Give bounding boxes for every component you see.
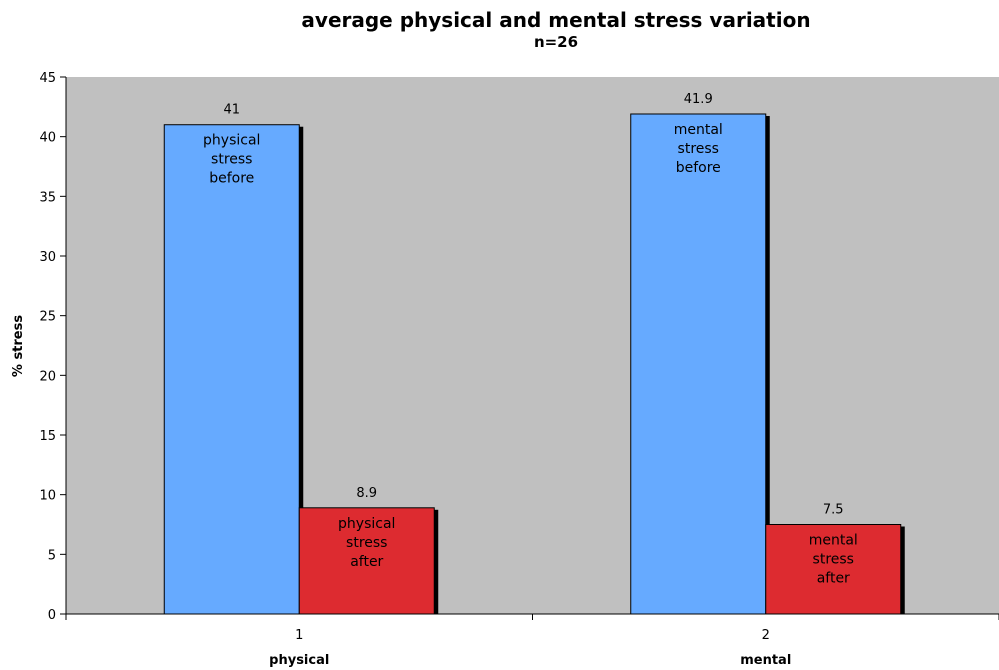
bar — [163, 124, 300, 615]
bar-inner-label: stress — [211, 152, 252, 168]
bar-inner-label: stress — [346, 535, 387, 551]
data-label: 7.5 — [823, 503, 844, 518]
bar-inner-label: after — [817, 571, 850, 587]
bar-inner-label: physical — [203, 133, 260, 149]
bar-inner-label: stress — [678, 141, 719, 157]
y-tick-label: 40 — [39, 131, 56, 146]
bar-inner-label: stress — [813, 552, 854, 568]
plot-area: 0 5 10 15 20 25 30 35 40 45 41 physical stress before… — [39, 71, 999, 668]
bar — [630, 113, 767, 615]
bar-inner-label: mental — [674, 122, 723, 138]
y-tick-label: 35 — [39, 190, 56, 205]
y-tick-label: 45 — [39, 71, 56, 86]
y-tick-label: 10 — [39, 489, 56, 504]
x-category-label: physical — [269, 653, 329, 668]
bar-inner-label: after — [350, 554, 383, 570]
chart-subtitle: n=26 — [534, 33, 578, 51]
y-tick-label: 20 — [39, 369, 56, 384]
bar-inner-label: before — [209, 171, 254, 187]
y-axis-title: % stress — [11, 315, 26, 377]
x-category-label: mental — [740, 653, 791, 668]
data-label: 41.9 — [684, 92, 713, 107]
x-tick-label: 1 — [295, 628, 303, 643]
y-tick-label: 30 — [39, 250, 56, 265]
y-tick-label: 0 — [48, 608, 56, 623]
x-tick-label: 2 — [762, 628, 770, 643]
data-label: 8.9 — [356, 486, 377, 501]
bar-inner-label: physical — [338, 516, 395, 532]
data-label: 41 — [223, 103, 240, 118]
bar-inner-label: before — [676, 160, 721, 176]
bar — [298, 507, 435, 615]
y-tick-label: 15 — [39, 429, 56, 444]
y-tick-label: 25 — [39, 310, 56, 325]
y-tick-label: 5 — [48, 548, 56, 563]
chart-title: average physical and mental stress varia… — [301, 8, 810, 32]
bar — [765, 524, 902, 615]
bar-inner-label: mental — [809, 533, 858, 549]
